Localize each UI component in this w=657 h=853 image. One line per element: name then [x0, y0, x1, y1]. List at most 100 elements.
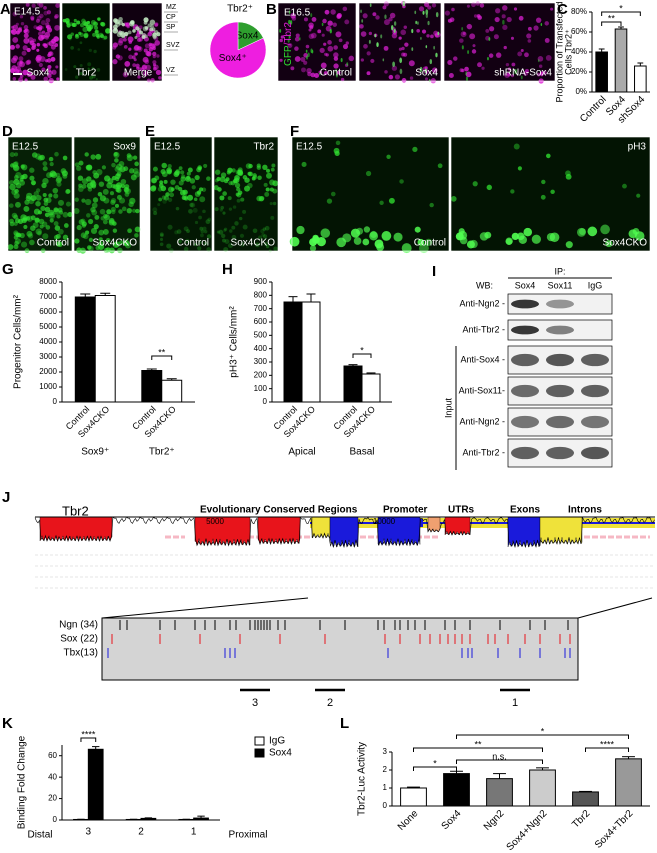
conserved-region — [444, 516, 471, 536]
frame — [111, 2, 163, 82]
cell — [161, 171, 168, 178]
bar — [361, 373, 381, 403]
cell — [205, 219, 211, 225]
significance-label: **** — [600, 739, 615, 749]
cell — [65, 189, 71, 195]
cell — [19, 177, 24, 182]
cell — [26, 71, 33, 77]
cell — [411, 28, 414, 34]
cell — [9, 221, 15, 227]
y-tick-label: 1 — [383, 783, 388, 792]
cell — [93, 21, 98, 26]
cell — [31, 3, 36, 8]
cell — [78, 219, 85, 225]
bar — [94, 295, 116, 403]
cell — [15, 201, 21, 208]
cell — [135, 208, 140, 214]
cell — [220, 205, 225, 210]
cell — [38, 27, 42, 31]
stage-label: E16.5 — [284, 8, 311, 19]
cell — [129, 168, 135, 174]
cell — [141, 35, 146, 39]
cell — [152, 35, 157, 40]
cell — [199, 226, 204, 231]
cell — [123, 187, 130, 194]
legend-swatch — [254, 736, 265, 746]
lane-label: IgG — [588, 280, 603, 290]
cell — [309, 238, 318, 247]
cell — [187, 167, 193, 173]
cell — [24, 199, 30, 205]
cell — [403, 25, 408, 29]
cell — [73, 208, 80, 214]
cell — [380, 34, 383, 39]
cell — [256, 195, 262, 202]
cell — [392, 61, 395, 68]
cell — [55, 3, 60, 8]
cell — [216, 176, 221, 182]
cell — [502, 19, 505, 25]
cell — [116, 194, 122, 200]
cell — [517, 166, 522, 171]
cell — [48, 209, 54, 216]
cell — [25, 2, 30, 7]
cell — [56, 181, 62, 187]
cell — [142, 32, 146, 37]
cell — [262, 164, 268, 170]
cell — [146, 51, 152, 57]
cell — [60, 168, 67, 174]
cell — [201, 187, 207, 192]
cell — [189, 202, 194, 208]
cell — [494, 16, 500, 23]
cell — [159, 232, 164, 237]
cell — [91, 74, 96, 79]
cell — [186, 171, 191, 176]
cell — [12, 55, 19, 61]
pie-title: Tbr2⁺ — [227, 4, 253, 15]
site-label: Tbx(13) — [64, 648, 98, 659]
cell — [110, 199, 116, 205]
significance-label: ** — [474, 739, 482, 749]
cell — [55, 65, 59, 69]
cell — [114, 166, 121, 172]
category-label: Apical — [288, 447, 315, 458]
cell — [183, 246, 189, 252]
legend-swatch — [254, 748, 265, 758]
cell — [388, 197, 395, 204]
cell — [87, 62, 92, 67]
cell — [134, 52, 138, 56]
cell — [484, 231, 492, 239]
cell — [332, 22, 337, 27]
cell — [112, 221, 117, 226]
cell — [424, 66, 428, 70]
lane-label: Sox11 — [548, 280, 573, 290]
band — [546, 415, 574, 429]
cell — [65, 20, 69, 24]
cell — [451, 7, 455, 12]
cell — [38, 2, 44, 8]
cell — [82, 20, 88, 26]
cell — [36, 48, 40, 52]
y-tick-label: 400 — [254, 344, 268, 353]
cell — [57, 199, 65, 206]
panel-letter: E — [145, 123, 155, 140]
cell — [409, 76, 414, 80]
cell — [527, 39, 532, 43]
blot-strip — [507, 293, 613, 315]
axis-end-label: Distal — [27, 830, 52, 841]
cell — [233, 177, 240, 184]
layer-label: MZ — [166, 4, 177, 11]
cell — [320, 228, 331, 238]
bar — [140, 817, 157, 821]
cell — [495, 8, 501, 14]
cell — [111, 209, 116, 215]
cell — [98, 237, 103, 242]
cell — [29, 167, 35, 173]
cell — [101, 165, 107, 170]
cell — [382, 5, 387, 10]
significance-bracket — [456, 759, 543, 764]
cell — [279, 58, 283, 62]
cell — [219, 195, 225, 201]
cell — [19, 74, 24, 78]
cell — [70, 45, 74, 50]
